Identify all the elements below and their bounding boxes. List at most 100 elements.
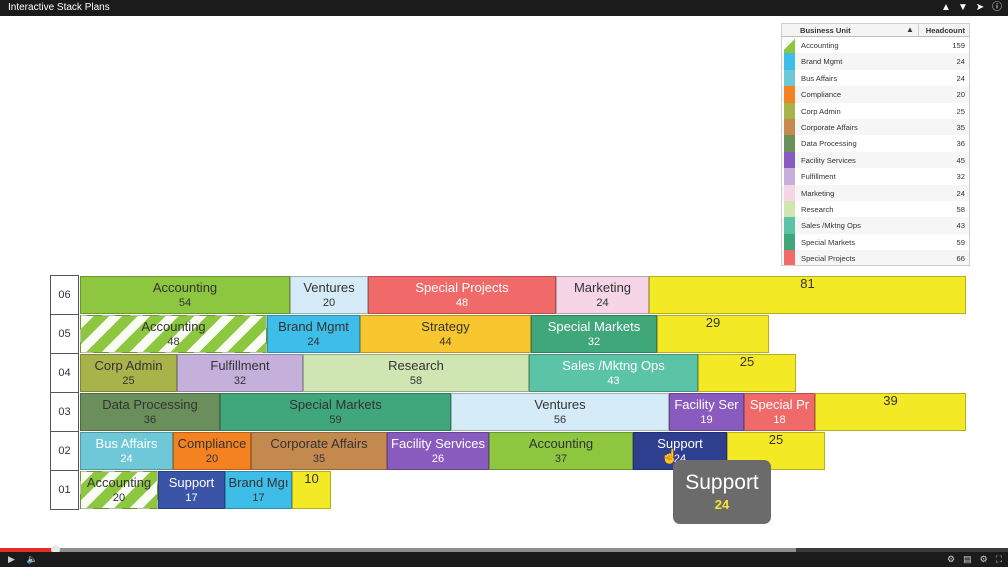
- stack-block[interactable]: Ventures 20: [290, 276, 368, 314]
- block-unit-name: Corporate Affairs: [270, 436, 368, 451]
- floor-label: 05: [50, 314, 79, 354]
- stack-block[interactable]: Bus Affairs 24: [80, 432, 173, 470]
- share-icon[interactable]: ➤: [975, 2, 985, 13]
- stack-block[interactable]: Research 58: [303, 354, 529, 392]
- video-title[interactable]: Interactive Stack Plans: [8, 2, 110, 13]
- block-unit-name: Special Projects: [415, 280, 509, 295]
- stack-block[interactable]: Marketing 24: [556, 276, 649, 314]
- thumbs-up-icon[interactable]: ▲: [941, 2, 951, 13]
- settings-icon[interactable]: ⚙: [947, 554, 956, 564]
- block-headcount: 29: [705, 315, 721, 330]
- video-controls: ▶ 🔈 ⚙ ▤ ⚙ ⛶: [0, 552, 1008, 567]
- stack-block[interactable]: Accounting 48: [80, 315, 267, 353]
- legend-headcount: 25: [956, 106, 965, 116]
- legend-row[interactable]: Special Projects 66: [782, 250, 969, 265]
- stack-block[interactable]: Accounting 20: [80, 471, 158, 509]
- stack-block[interactable]: Facility Ser 19: [669, 393, 744, 431]
- stack-block[interactable]: Sales /Mktng Ops 43: [529, 354, 698, 392]
- legend-row[interactable]: Data Processing 36: [782, 135, 969, 152]
- vacant-space-block[interactable]: 29: [657, 315, 769, 353]
- block-unit-name: Bus Affairs: [95, 436, 158, 451]
- stack-block[interactable]: Special Pr 18: [744, 393, 815, 431]
- legend-color-swatch: [784, 37, 795, 54]
- volume-icon[interactable]: 🔈: [26, 554, 39, 564]
- stack-block[interactable]: Accounting 54: [80, 276, 290, 314]
- legend-row[interactable]: Marketing 24: [782, 184, 969, 201]
- stack-block[interactable]: Corporate Affairs 35: [251, 432, 387, 470]
- block-headcount: 20: [112, 492, 126, 504]
- thumbs-down-icon[interactable]: ▼: [958, 2, 968, 13]
- stack-block[interactable]: Support 17: [158, 471, 225, 509]
- video-progress-bar[interactable]: [0, 545, 1008, 554]
- legend-unit-name: Research: [801, 205, 834, 214]
- block-unit-name: Special Pr: [749, 397, 810, 412]
- stack-block[interactable]: Data Processing 36: [80, 393, 220, 431]
- block-headcount: 54: [178, 297, 192, 309]
- legend-unit-name: Marketing: [801, 188, 835, 198]
- block-unit-name: Support: [657, 436, 703, 451]
- block-headcount: 24: [120, 453, 133, 465]
- business-unit-column-header[interactable]: Business Unit: [800, 26, 851, 35]
- info-icon[interactable]: ⓘ: [992, 2, 1002, 13]
- play-icon[interactable]: ▶: [8, 554, 15, 564]
- legend-row[interactable]: Brand Mgmt 24: [782, 53, 969, 70]
- vacant-space-block[interactable]: 81: [649, 276, 966, 314]
- stack-block[interactable]: Strategy 44: [360, 315, 531, 353]
- vacant-space-block[interactable]: 25: [698, 354, 796, 392]
- legend-row[interactable]: Accounting 159: [782, 37, 969, 54]
- legend-color-swatch: [784, 119, 795, 136]
- stack-block[interactable]: Corp Admin 25: [80, 354, 177, 392]
- stack-block[interactable]: Facility Services 26: [387, 432, 489, 470]
- legend-row[interactable]: Research 58: [782, 201, 969, 218]
- captions-icon[interactable]: ▤: [963, 554, 972, 564]
- legend-headcount: 20: [956, 90, 965, 100]
- block-unit-name: Ventures: [534, 397, 586, 412]
- block-headcount: 26: [431, 453, 445, 465]
- legend-color-swatch: [784, 135, 795, 152]
- block-headcount: 24: [307, 336, 320, 348]
- legend-row[interactable]: Sales /Mktng Ops 43: [782, 217, 969, 234]
- legend-color-swatch: [784, 250, 795, 265]
- block-headcount: 18: [773, 414, 786, 426]
- legend-row[interactable]: Bus Affairs 24: [782, 69, 969, 87]
- scrubber-handle[interactable]: [51, 545, 61, 554]
- stack-block[interactable]: Brand Mgmt 24: [267, 315, 360, 353]
- legend-row[interactable]: Compliance 20: [782, 86, 969, 103]
- stack-block[interactable]: Special Projects 48: [368, 276, 556, 314]
- stack-block[interactable]: Brand Mgı 17: [225, 471, 292, 509]
- block-headcount: 20: [322, 297, 336, 309]
- block-headcount: 25: [739, 354, 755, 369]
- block-headcount: 24: [596, 297, 609, 309]
- hd-settings-icon[interactable]: ⚙: [979, 554, 988, 564]
- stack-block[interactable]: Special Markets 59: [220, 393, 451, 431]
- title-bar: Interactive Stack Plans ▲ ▼ ➤ ⓘ: [0, 0, 1008, 16]
- legend-row[interactable]: Fulfillment 32: [782, 168, 969, 185]
- block-unit-name: Compliance: [177, 436, 247, 451]
- sort-ascending-icon[interactable]: ▲: [906, 25, 914, 34]
- block-headcount: 17: [252, 492, 265, 504]
- legend-headcount: 45: [956, 155, 965, 165]
- legend-row[interactable]: Facility Services 45: [782, 151, 969, 169]
- hand-cursor-icon: ☝: [661, 448, 679, 464]
- block-headcount: 56: [553, 414, 567, 426]
- legend-row[interactable]: Special Markets 59: [782, 233, 969, 251]
- stack-block[interactable]: Ventures 56: [451, 393, 669, 431]
- block-headcount: 19: [700, 414, 713, 426]
- legend-row[interactable]: Corporate Affairs 35: [782, 119, 969, 136]
- stack-block[interactable]: Fulfillment 32: [177, 354, 303, 392]
- stack-block[interactable]: Compliance 20: [173, 432, 251, 470]
- stack-block[interactable]: Special Markets 32: [531, 315, 657, 353]
- headcount-column-header[interactable]: Headcount: [925, 26, 965, 35]
- block-unit-name: Accounting: [528, 436, 594, 451]
- block-headcount: 48: [455, 297, 469, 309]
- legend-unit-name: Corporate Affairs: [801, 123, 858, 132]
- vacant-space-block[interactable]: 39: [815, 393, 966, 431]
- block-headcount: 48: [167, 336, 180, 348]
- block-unit-name: Special Markets: [289, 397, 382, 412]
- block-unit-name: Corp Admin: [94, 358, 163, 373]
- stack-block[interactable]: Accounting 37: [489, 432, 633, 470]
- legend-row[interactable]: Corp Admin 25: [782, 102, 969, 119]
- fullscreen-icon[interactable]: ⛶: [995, 554, 1002, 564]
- block-unit-name: Fulfillment: [210, 358, 270, 373]
- vacant-space-block[interactable]: 10: [292, 471, 331, 509]
